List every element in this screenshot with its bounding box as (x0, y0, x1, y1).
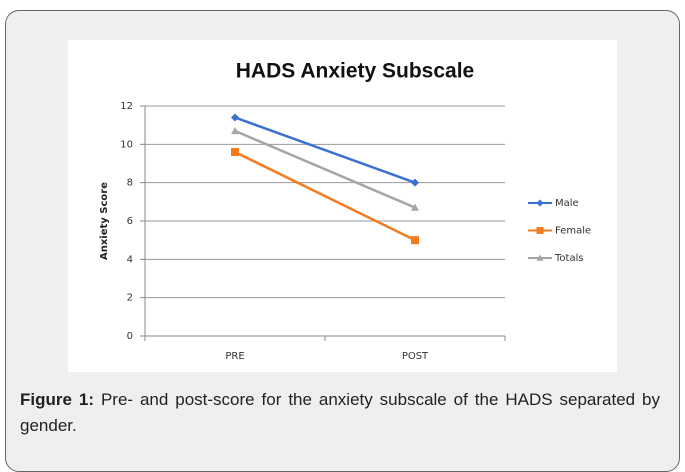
legend-label: Male (555, 198, 579, 209)
y-tick-label: 4 (127, 254, 133, 265)
data-point (231, 113, 239, 122)
caption: Figure 1: Pre- and post-score for the an… (20, 387, 660, 439)
data-point (231, 126, 239, 135)
chart-title: HADS Anxiety Subscale (236, 60, 474, 83)
y-tick-label: 2 (127, 293, 133, 304)
data-point (411, 178, 419, 187)
series-line (234, 150, 416, 242)
data-point (411, 236, 419, 245)
legend-marker (536, 227, 544, 234)
chart: HADS Anxiety Subscale Anxiety Score 0 2 4 6… (68, 40, 617, 372)
legend-marker (536, 254, 544, 261)
series-line (234, 116, 416, 184)
y-tick-label: 12 (120, 101, 133, 112)
y-tick-label: 10 (120, 139, 133, 150)
legend-marker (536, 199, 544, 207)
series-line (234, 129, 416, 209)
data-point (231, 148, 239, 156)
legend-label: Totals (554, 253, 584, 264)
x-tick-label: POST (402, 351, 429, 362)
page: HADS Anxiety Subscale Anxiety Score 0 2 4 6… (5, 10, 680, 472)
caption-label: Figure 1: (20, 390, 94, 409)
y-tick-label: 0 (127, 331, 133, 342)
caption-text: Pre- and post-score for the anxiety subs… (20, 390, 660, 435)
y-tick-label: 8 (127, 178, 133, 189)
y-axis-label: Anxiety Score (99, 182, 110, 260)
y-tick-label: 6 (127, 216, 133, 227)
x-tick-label: PRE (225, 351, 244, 362)
data-point (411, 203, 419, 211)
legend-label: Female (555, 226, 591, 237)
